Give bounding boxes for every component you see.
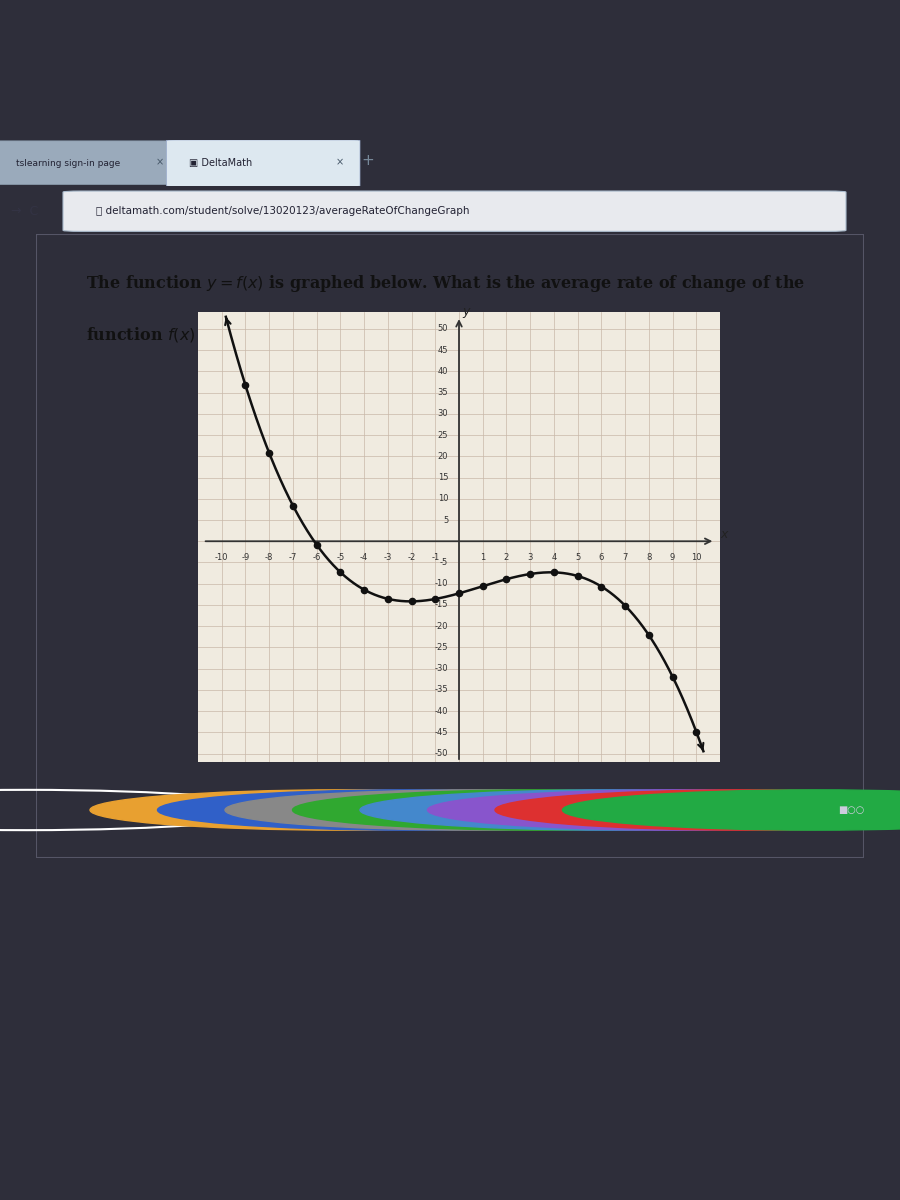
Text: The function $y = f(x)$ is graphed below. What is the average rate of change of : The function $y = f(x)$ is graphed below… <box>86 274 805 294</box>
Text: -40: -40 <box>435 707 448 715</box>
Text: ×: × <box>336 157 345 167</box>
Point <box>381 589 395 608</box>
Text: -10: -10 <box>435 580 448 588</box>
Circle shape <box>428 790 900 830</box>
Text: 5: 5 <box>575 553 580 562</box>
Text: ×: × <box>155 157 164 167</box>
Text: -45: -45 <box>435 727 448 737</box>
Text: 50: 50 <box>437 324 448 334</box>
Text: 7: 7 <box>623 553 628 562</box>
Circle shape <box>225 790 729 830</box>
FancyBboxPatch shape <box>166 140 360 186</box>
Point <box>238 376 253 395</box>
Text: 15: 15 <box>437 473 448 482</box>
Text: 10: 10 <box>437 494 448 503</box>
Point <box>642 625 656 644</box>
Text: -2: -2 <box>408 553 416 562</box>
Text: -10: -10 <box>215 553 229 562</box>
Text: 6: 6 <box>598 553 604 562</box>
Point <box>357 580 372 599</box>
Text: ■○○: ■○○ <box>838 805 864 815</box>
Point <box>500 570 514 589</box>
Text: 1: 1 <box>480 553 485 562</box>
Point <box>689 722 704 742</box>
Text: →  C: → C <box>11 205 38 217</box>
Text: 2: 2 <box>504 553 509 562</box>
Text: -25: -25 <box>435 643 448 652</box>
Text: +: + <box>362 154 374 168</box>
Point <box>262 443 276 462</box>
Text: 5: 5 <box>443 516 448 524</box>
Point <box>452 583 466 602</box>
Text: 🔒 deltamath.com/student/solve/13020123/averageRateOfChangeGraph: 🔒 deltamath.com/student/solve/13020123/a… <box>96 206 470 216</box>
Point <box>333 563 347 582</box>
Text: -7: -7 <box>289 553 297 562</box>
Text: ▣ DeltaMath: ▣ DeltaMath <box>189 158 252 168</box>
Text: 3: 3 <box>527 553 533 562</box>
Point <box>310 535 324 554</box>
Text: 30: 30 <box>437 409 448 419</box>
Text: -1: -1 <box>431 553 439 562</box>
Text: -15: -15 <box>435 600 448 610</box>
Point <box>665 667 680 686</box>
Text: function $f(x)$ on the interval $1 \leq x \leq 2$?: function $f(x)$ on the interval $1 \leq … <box>86 325 418 344</box>
Point <box>404 592 419 611</box>
Point <box>571 566 585 586</box>
Text: x: x <box>720 528 727 541</box>
Text: -35: -35 <box>435 685 448 695</box>
Text: -5: -5 <box>337 553 345 562</box>
Text: -4: -4 <box>360 553 368 562</box>
Text: 25: 25 <box>437 431 448 439</box>
Point <box>285 496 300 515</box>
Text: -50: -50 <box>435 749 448 758</box>
Point <box>594 577 608 596</box>
Text: -6: -6 <box>312 553 320 562</box>
Point <box>618 596 633 616</box>
Text: 4: 4 <box>552 553 556 562</box>
Circle shape <box>292 790 796 830</box>
Circle shape <box>562 790 900 830</box>
Text: tslearning sign-in page: tslearning sign-in page <box>16 158 121 168</box>
Text: -3: -3 <box>383 553 392 562</box>
Point <box>428 589 443 608</box>
Text: -8: -8 <box>265 553 274 562</box>
Point <box>475 576 490 595</box>
Circle shape <box>495 790 900 830</box>
Text: 20: 20 <box>437 452 448 461</box>
Text: -9: -9 <box>241 553 249 562</box>
Circle shape <box>90 790 594 830</box>
FancyBboxPatch shape <box>0 140 190 185</box>
Text: 45: 45 <box>437 346 448 355</box>
Point <box>523 564 537 583</box>
Text: -20: -20 <box>435 622 448 631</box>
Circle shape <box>360 790 864 830</box>
Text: -30: -30 <box>435 664 448 673</box>
Text: -5: -5 <box>440 558 448 566</box>
Point <box>546 563 561 582</box>
Text: 35: 35 <box>437 388 448 397</box>
Text: y: y <box>463 305 470 318</box>
Text: 10: 10 <box>691 553 701 562</box>
Text: 8: 8 <box>646 553 652 562</box>
Text: 40: 40 <box>437 367 448 376</box>
FancyBboxPatch shape <box>63 191 846 232</box>
Circle shape <box>158 790 662 830</box>
Text: 9: 9 <box>670 553 675 562</box>
